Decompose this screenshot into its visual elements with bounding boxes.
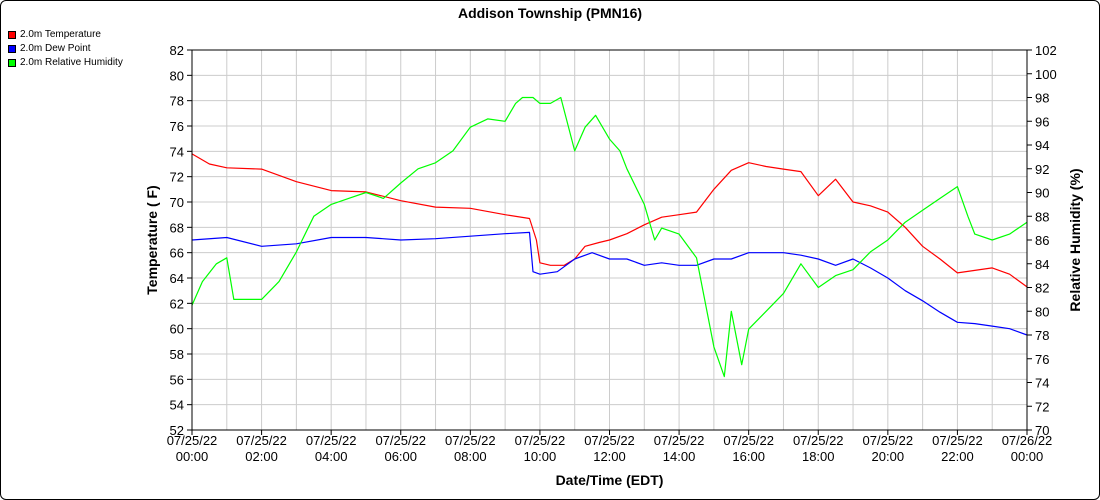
x-tick-label-date: 07/25/22 xyxy=(654,433,705,448)
x-tick-label-date: 07/25/22 xyxy=(793,433,844,448)
x-tick-label-date: 07/25/22 xyxy=(167,433,218,448)
x-axis-label: Date/Time (EDT) xyxy=(556,472,664,488)
y-right-tick-label: 100 xyxy=(1035,67,1057,82)
x-tick-label-date: 07/25/22 xyxy=(932,433,983,448)
x-tick-label-time: 00:00 xyxy=(1011,449,1044,464)
y-right-tick-label: 78 xyxy=(1035,328,1049,343)
x-tick-label-time: 22:00 xyxy=(941,449,974,464)
x-tick-label-date: 07/25/22 xyxy=(306,433,357,448)
y-left-tick-label: 52 xyxy=(170,423,184,438)
x-tick-label-time: 12:00 xyxy=(593,449,626,464)
y-left-tick-label: 72 xyxy=(170,170,184,185)
y-right-tick-label: 90 xyxy=(1035,186,1049,201)
x-tick-label-time: 06:00 xyxy=(384,449,417,464)
x-tick-label-time: 16:00 xyxy=(732,449,765,464)
y-left-tick-label: 58 xyxy=(170,347,184,362)
x-tick-label-time: 00:00 xyxy=(176,449,209,464)
legend-swatch-dew-point xyxy=(8,45,16,53)
y-left-tick-label: 76 xyxy=(170,119,184,134)
x-tick-label-time: 02:00 xyxy=(245,449,278,464)
legend-label-dew-point: 2.0m Dew Point xyxy=(20,43,91,54)
x-tick-label-time: 14:00 xyxy=(663,449,696,464)
x-tick-label-time: 20:00 xyxy=(872,449,905,464)
y-left-tick-label: 54 xyxy=(170,398,184,413)
y-left-tick-label: 62 xyxy=(170,296,184,311)
y-left-tick-label: 82 xyxy=(170,43,184,58)
x-tick-label-date: 07/25/22 xyxy=(236,433,287,448)
y-right-tick-label: 80 xyxy=(1035,304,1049,319)
x-tick-label-time: 08:00 xyxy=(454,449,487,464)
y-axis-right-label: Relative Humidity (%) xyxy=(1067,168,1083,311)
y-left-tick-label: 64 xyxy=(170,271,184,286)
x-tick-label-date: 07/25/22 xyxy=(445,433,496,448)
legend-item-temperature: 2.0m Temperature xyxy=(8,28,123,42)
series-layer xyxy=(191,96,1028,378)
legend-swatch-temperature xyxy=(8,31,16,39)
y-left-tick-label: 56 xyxy=(170,372,184,387)
y-right-tick-label: 82 xyxy=(1035,281,1049,296)
x-tick-label-date: 07/25/22 xyxy=(515,433,566,448)
y-right-tick-label: 86 xyxy=(1035,233,1049,248)
y-right-tick-label: 98 xyxy=(1035,91,1049,106)
y-right-tick-label: 84 xyxy=(1035,257,1049,272)
legend-label-temperature: 2.0m Temperature xyxy=(20,29,101,40)
y-axis-left-label: Temperature ( F) xyxy=(144,185,160,294)
axes: 07/25/2200:0007/25/2202:0007/25/2204:000… xyxy=(167,43,1057,464)
y-right-tick-label: 74 xyxy=(1035,376,1049,391)
legend-item-relative-humidity: 2.0m Relative Humidity xyxy=(8,56,123,70)
x-tick-label-date: 07/25/22 xyxy=(863,433,914,448)
y-right-tick-label: 96 xyxy=(1035,114,1049,129)
y-right-tick-label: 92 xyxy=(1035,162,1049,177)
y-right-tick-label: 72 xyxy=(1035,399,1049,414)
y-right-tick-label: 88 xyxy=(1035,209,1049,224)
legend-label-relative-humidity: 2.0m Relative Humidity xyxy=(20,57,123,68)
x-tick-label-time: 18:00 xyxy=(802,449,835,464)
y-left-tick-label: 78 xyxy=(170,94,184,109)
x-tick-label-date: 07/25/22 xyxy=(375,433,426,448)
series-relative-humidity xyxy=(191,96,1028,378)
y-left-tick-label: 70 xyxy=(170,195,184,210)
y-left-tick-label: 68 xyxy=(170,220,184,235)
y-left-tick-label: 60 xyxy=(170,322,184,337)
chart-title: Addison Township (PMN16) xyxy=(457,5,643,21)
x-tick-label-date: 07/26/22 xyxy=(1002,433,1053,448)
x-tick-label-date: 07/25/22 xyxy=(723,433,774,448)
legend-item-dew-point: 2.0m Dew Point xyxy=(8,42,123,56)
legend-swatch-relative-humidity xyxy=(8,59,16,67)
y-right-tick-label: 102 xyxy=(1035,43,1057,58)
y-right-tick-label: 94 xyxy=(1035,138,1049,153)
x-tick-label-date: 07/25/22 xyxy=(584,433,635,448)
series-dew-point xyxy=(191,231,1028,336)
y-left-tick-label: 66 xyxy=(170,246,184,261)
x-tick-label-time: 10:00 xyxy=(524,449,557,464)
legend: 2.0m Temperature 2.0m Dew Point 2.0m Rel… xyxy=(8,28,123,70)
y-right-tick-label: 76 xyxy=(1035,352,1049,367)
y-right-tick-label: 70 xyxy=(1035,423,1049,438)
y-left-tick-label: 80 xyxy=(170,68,184,83)
x-tick-label-time: 04:00 xyxy=(315,449,348,464)
y-left-tick-label: 74 xyxy=(170,144,184,159)
